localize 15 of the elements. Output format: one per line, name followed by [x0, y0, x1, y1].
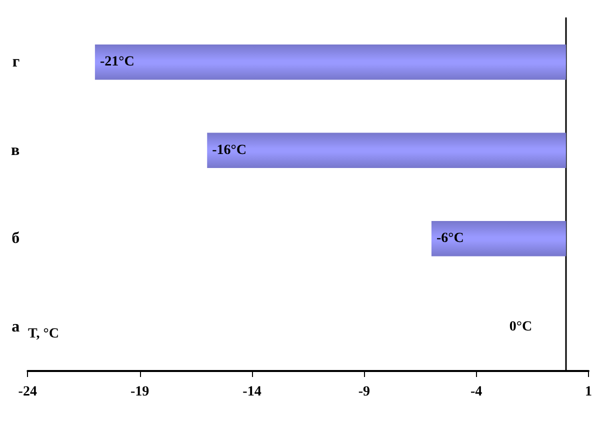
y-tick-label: а [12, 318, 20, 336]
x-tick-label: 1 [585, 384, 592, 400]
data-label: 0°C [509, 319, 532, 334]
x-tick-label: -24 [18, 384, 37, 400]
x-tick-label: -14 [242, 384, 262, 400]
y-tick-label: б [12, 230, 20, 248]
x-tick-label: -9 [358, 384, 370, 400]
data-label: -21°C [100, 54, 134, 70]
x-tick-label: -4 [470, 384, 482, 400]
data-label: -6°C [436, 231, 464, 246]
x-tick-label: -19 [130, 384, 150, 400]
y-tick-label: в [11, 142, 20, 159]
x-axis-title: T, °C [28, 326, 60, 342]
y-tick-label: г [12, 54, 20, 71]
data-label: -16°C [212, 142, 246, 158]
